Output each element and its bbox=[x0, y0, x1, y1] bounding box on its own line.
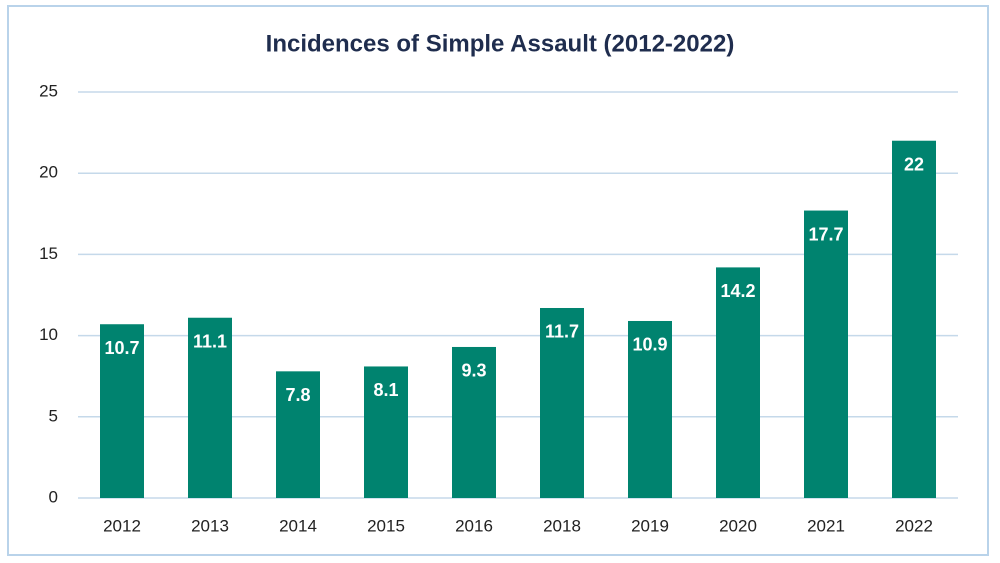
x-tick-label: 2018 bbox=[543, 516, 581, 535]
bar bbox=[276, 371, 320, 498]
value-label: 8.1 bbox=[373, 380, 398, 400]
value-label: 22 bbox=[904, 154, 924, 174]
y-tick-label: 20 bbox=[39, 163, 58, 182]
bar bbox=[804, 210, 848, 498]
bar bbox=[540, 307, 584, 498]
bar bbox=[100, 324, 144, 498]
x-tick-label: 2014 bbox=[279, 516, 317, 535]
x-tick-label: 2015 bbox=[367, 516, 405, 535]
bar bbox=[452, 346, 496, 498]
value-label: 7.8 bbox=[285, 385, 310, 405]
y-tick-label: 0 bbox=[49, 487, 58, 506]
value-label: 11.7 bbox=[545, 322, 579, 342]
bar bbox=[188, 317, 232, 498]
bar bbox=[892, 140, 936, 498]
bar bbox=[364, 366, 408, 498]
value-label: 14.2 bbox=[720, 281, 755, 301]
y-tick-label: 10 bbox=[39, 325, 58, 344]
y-tick-label: 15 bbox=[39, 244, 58, 263]
value-label: 17.7 bbox=[808, 224, 843, 244]
x-tick-label: 2012 bbox=[103, 516, 141, 535]
chart-title: Incidences of Simple Assault (2012-2022) bbox=[266, 30, 735, 57]
x-tick-label: 2022 bbox=[895, 516, 933, 535]
value-label: 10.9 bbox=[632, 335, 667, 355]
value-label: 11.1 bbox=[193, 331, 227, 351]
x-tick-label: 2013 bbox=[191, 516, 229, 535]
y-tick-label: 25 bbox=[39, 81, 58, 100]
bar bbox=[628, 320, 672, 498]
value-label: 10.7 bbox=[104, 338, 139, 358]
x-tick-label: 2021 bbox=[807, 516, 845, 535]
y-tick-label: 5 bbox=[49, 406, 58, 425]
x-tick-label: 2020 bbox=[719, 516, 757, 535]
x-tick-label: 2016 bbox=[455, 516, 493, 535]
value-label: 9.3 bbox=[461, 361, 486, 381]
bar bbox=[716, 267, 760, 498]
x-tick-label: 2019 bbox=[631, 516, 669, 535]
